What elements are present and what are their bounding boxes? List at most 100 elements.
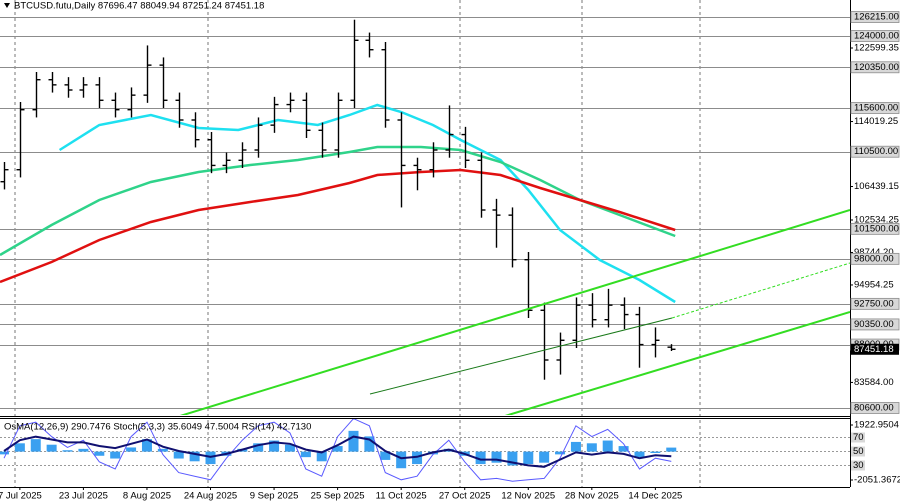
osma-bar xyxy=(332,446,343,452)
osma-bar xyxy=(110,451,121,459)
level-label-box xyxy=(850,145,900,158)
osma-bar xyxy=(141,439,152,452)
channel-middle xyxy=(369,317,673,395)
level-label-box xyxy=(850,30,900,42)
channel-middle-ext xyxy=(671,262,850,319)
chart-title: BTCUSD.futu,Daily 87696.47 88049.94 8725… xyxy=(14,1,264,12)
osma-bar xyxy=(650,451,661,453)
osma-bar xyxy=(523,451,534,465)
level-label-box xyxy=(850,61,900,74)
level-label: 115600.00 xyxy=(854,103,898,114)
x-tick-label: 23 Jul 2025 xyxy=(59,491,108,502)
osma-bar xyxy=(412,451,423,465)
osma-bar xyxy=(269,440,280,452)
y-tick-label: 83584.00 xyxy=(854,377,894,388)
osma-bar xyxy=(173,451,184,459)
channel-lower xyxy=(504,311,850,415)
level-label-box xyxy=(850,318,900,331)
osma-bar xyxy=(475,451,486,465)
osma-bar xyxy=(666,447,677,452)
y-tick-label: 94954.25 xyxy=(854,279,894,290)
osma-bar xyxy=(634,451,645,458)
osma-bar xyxy=(586,443,597,452)
osma-bar xyxy=(189,451,200,462)
osma-bar xyxy=(364,436,375,452)
level-label-box xyxy=(850,297,900,310)
osma-bar xyxy=(205,451,216,465)
x-tick-label: 24 Aug 2025 xyxy=(184,491,237,502)
osma-bar xyxy=(284,444,295,452)
y-tick-label: -2051.3672 xyxy=(854,475,900,486)
x-tick-label: 28 Nov 2025 xyxy=(565,491,619,502)
x-tick-label: 25 Sep 2025 xyxy=(311,491,365,502)
level-label-box xyxy=(850,102,900,114)
osma-bar xyxy=(94,451,105,456)
x-tick-label: 11 Oct 2025 xyxy=(376,491,427,502)
y-tick-label: 98744.20 xyxy=(854,247,894,258)
osma-bar xyxy=(380,451,391,460)
level-label: 110500.00 xyxy=(854,146,898,157)
trend-channel xyxy=(179,209,850,415)
x-tick-label: 9 Sep 2025 xyxy=(250,491,299,502)
osma-bar xyxy=(396,451,407,469)
osma-bar xyxy=(507,451,518,466)
y2-tick-label: 50 xyxy=(853,446,864,457)
x-tick-label: 14 Dec 2025 xyxy=(628,491,682,502)
x-tick-label: 8 Aug 2025 xyxy=(123,491,171,502)
price-label-box xyxy=(851,343,899,355)
axes: 122599.35 114019.25 106439.15 102534.25 9874… xyxy=(0,11,900,502)
x-tick-label: 27 Oct 2025 xyxy=(439,491,491,502)
osma-bar xyxy=(555,451,566,455)
osma-bar xyxy=(253,443,264,452)
osma-bar xyxy=(300,451,311,458)
osma-bar xyxy=(539,451,550,463)
osma-bar xyxy=(14,443,25,452)
y-tick-label: 122599.35 xyxy=(854,43,899,54)
osma-bar xyxy=(602,440,613,452)
y2-tick-label: 30 xyxy=(853,460,864,471)
osma-bar xyxy=(0,451,9,455)
moving-average xyxy=(0,145,676,257)
level-label-box xyxy=(851,432,865,443)
osma-bar xyxy=(30,439,41,452)
x-tick-label: 12 Nov 2025 xyxy=(501,491,555,502)
menu-arrow xyxy=(4,3,10,8)
osma-bar xyxy=(157,448,168,452)
osma-bar xyxy=(570,441,581,452)
y-tick-label: 1922.9504 xyxy=(854,420,899,431)
osma-bar xyxy=(491,451,502,463)
osma-bar xyxy=(316,451,327,462)
osma-bar xyxy=(618,446,629,452)
level-label: 120350.00 xyxy=(854,62,899,73)
y-tick-label: 102534.25 xyxy=(854,215,899,226)
level-label: 124000.00 xyxy=(854,31,899,42)
level-label-box xyxy=(851,446,865,457)
rsi-line xyxy=(3,435,672,468)
osma-bar xyxy=(62,450,73,452)
level-label-box xyxy=(851,460,865,471)
osma-bar xyxy=(46,444,57,452)
level-label-box xyxy=(850,11,900,23)
level-label: 101500.00 xyxy=(854,223,899,234)
moving-average xyxy=(58,103,676,304)
stoch-line xyxy=(3,419,672,482)
osma-bar xyxy=(348,430,359,452)
osma-bar xyxy=(126,447,137,452)
level-label-box xyxy=(850,402,900,414)
level-label: 90350.00 xyxy=(854,319,894,330)
level-label: 92750.00 xyxy=(854,298,894,309)
osma-bar xyxy=(78,448,89,452)
x-tick-label: 7 Jul 2025 xyxy=(0,491,42,502)
y-tick-label: 114019.25 xyxy=(854,116,898,127)
level-label: 98000.00 xyxy=(854,253,894,264)
price-label: 87451.18 xyxy=(854,344,894,355)
y-tick-label: 106439.15 xyxy=(854,181,899,192)
level-label-box xyxy=(850,252,900,265)
level-label: 80600.00 xyxy=(854,403,894,414)
indicator-plot xyxy=(0,419,850,482)
y2-tick-label: 70 xyxy=(853,432,864,443)
channel-upper xyxy=(179,209,850,415)
main-plot xyxy=(0,17,850,409)
